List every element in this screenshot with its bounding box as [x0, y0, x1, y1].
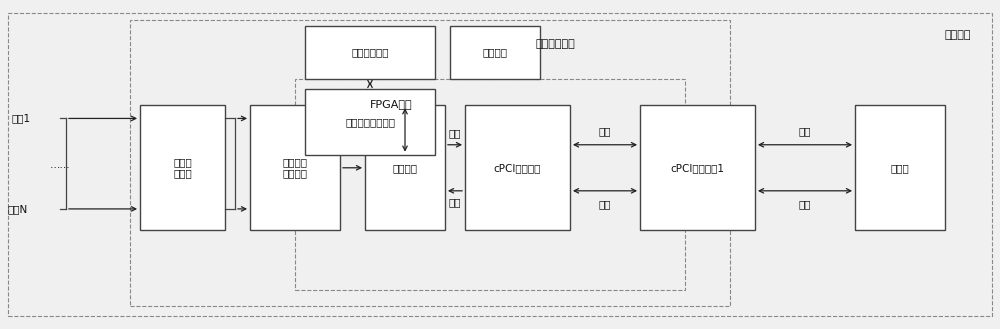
- Text: cPCI接口芯片1: cPCI接口芯片1: [670, 163, 724, 173]
- Bar: [295, 79, 685, 290]
- Text: 光纤1: 光纤1: [12, 114, 31, 123]
- Bar: [640, 105, 755, 230]
- Text: 配置芯片: 配置芯片: [482, 48, 508, 58]
- Bar: [140, 105, 225, 230]
- Text: 数据采集
控制模块: 数据采集 控制模块: [283, 157, 308, 179]
- Text: 数据缓存控制模块: 数据缓存控制模块: [345, 117, 395, 127]
- Text: 指令: 指令: [599, 127, 611, 137]
- Bar: [365, 105, 445, 230]
- Text: 数据采集板卡: 数据采集板卡: [535, 39, 575, 49]
- Text: 数据: 数据: [799, 199, 811, 209]
- Text: 主控模块: 主控模块: [392, 163, 417, 173]
- Text: 测试系统: 测试系统: [945, 30, 971, 39]
- Text: 上位机: 上位机: [891, 163, 909, 173]
- Bar: [305, 89, 435, 155]
- Text: 光纤N: 光纤N: [8, 204, 28, 214]
- Text: FPGA芯片: FPGA芯片: [370, 99, 413, 109]
- Bar: [250, 105, 340, 230]
- Text: 数据: 数据: [449, 197, 461, 207]
- Text: 光电转
换单元: 光电转 换单元: [173, 157, 192, 179]
- Text: cPCI接口模块: cPCI接口模块: [494, 163, 541, 173]
- Bar: [450, 26, 540, 79]
- Bar: [305, 26, 435, 79]
- Bar: [465, 105, 570, 230]
- Text: 指令: 指令: [449, 128, 461, 138]
- Text: ……: ……: [50, 160, 71, 169]
- Bar: [130, 20, 730, 306]
- Text: 数据: 数据: [599, 199, 611, 209]
- Text: 指令: 指令: [799, 127, 811, 137]
- Bar: [855, 105, 945, 230]
- Text: 数据缓存单元: 数据缓存单元: [351, 48, 389, 58]
